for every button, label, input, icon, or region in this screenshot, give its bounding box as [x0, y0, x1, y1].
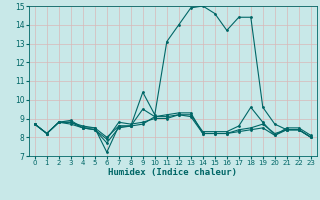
X-axis label: Humidex (Indice chaleur): Humidex (Indice chaleur)	[108, 168, 237, 177]
